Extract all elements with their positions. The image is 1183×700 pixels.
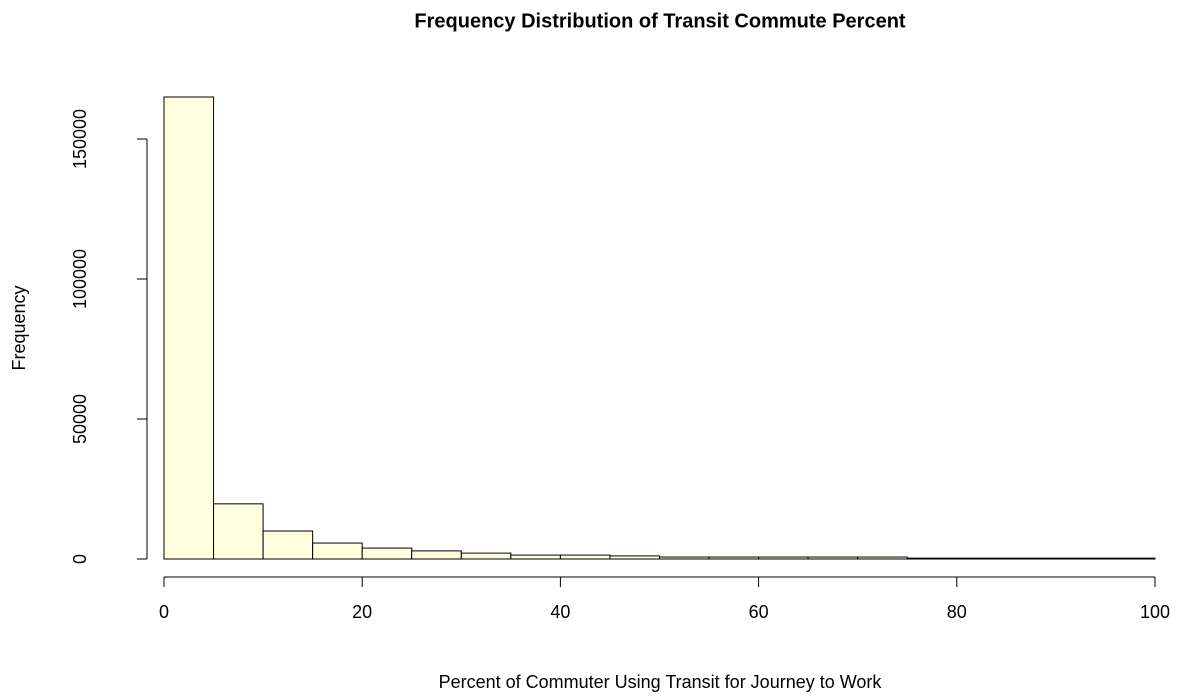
chart-title: Frequency Distribution of Transit Commut… — [414, 10, 906, 32]
bar — [361, 547, 413, 560]
x-axis-label: Percent of Commuter Using Transit for Jo… — [439, 672, 883, 692]
bar — [609, 555, 661, 560]
bar — [1005, 557, 1057, 560]
bar — [906, 557, 958, 560]
bar — [559, 554, 611, 560]
bar — [213, 503, 264, 560]
bar — [956, 557, 1007, 560]
bar — [1055, 557, 1106, 560]
bar — [758, 556, 809, 560]
bar — [659, 556, 710, 560]
bar — [411, 550, 462, 560]
bar — [163, 96, 215, 560]
x-tick-label: 80 — [947, 602, 967, 622]
x-tick-label: 20 — [352, 602, 372, 622]
x-tick-label: 0 — [159, 602, 169, 622]
x-tick-label: 100 — [1140, 602, 1170, 622]
x-tick-label: 40 — [550, 602, 570, 622]
x-tick-label: 60 — [749, 602, 769, 622]
y-axis-label: Frequency — [9, 285, 29, 370]
bar — [262, 530, 314, 560]
bar — [857, 556, 908, 560]
bar — [708, 556, 760, 560]
y-tick-label: 100000 — [70, 249, 90, 309]
y-tick-label: 150000 — [70, 109, 90, 169]
bar — [1104, 557, 1156, 560]
bar — [807, 556, 859, 560]
bar — [312, 542, 363, 560]
bar — [460, 552, 512, 560]
y-tick-label: 0 — [70, 554, 90, 564]
y-tick-label: 50000 — [70, 394, 90, 444]
bar — [510, 554, 561, 560]
